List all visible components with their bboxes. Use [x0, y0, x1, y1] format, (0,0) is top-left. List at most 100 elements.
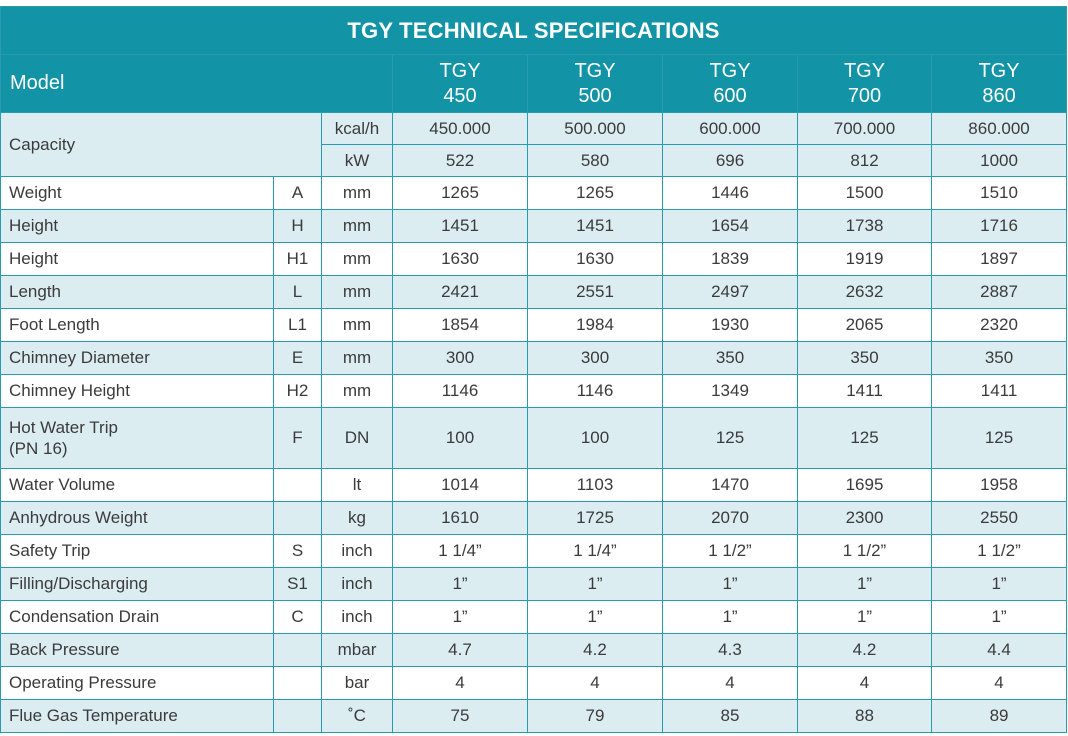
- unit-cell: mm: [321, 275, 393, 309]
- value-cell: 1”: [662, 600, 798, 634]
- value-cell: 1”: [797, 600, 932, 634]
- row-label: Height: [0, 209, 274, 243]
- value-cell: 1984: [527, 308, 663, 342]
- value-cell: 1695: [797, 468, 932, 502]
- code-cell: E: [273, 341, 322, 375]
- value-cell: 75: [392, 699, 528, 733]
- value-cell: 1265: [527, 176, 663, 210]
- value-cell: 88: [797, 699, 932, 733]
- row-label: Anhydrous Weight: [0, 501, 274, 535]
- row-label: Filling/Discharging: [0, 567, 274, 601]
- value-cell: 1103: [527, 468, 663, 502]
- table-title: TGY TECHNICAL SPECIFICATIONS: [0, 6, 1068, 55]
- value-cell: 1”: [392, 600, 528, 634]
- row-label: Water Volume: [0, 468, 274, 502]
- model-series: TGY: [978, 59, 1020, 82]
- code-cell: H2: [273, 374, 322, 408]
- value-cell: 1”: [527, 567, 663, 601]
- value-cell: 1411: [930, 374, 1068, 408]
- code-cell: A: [273, 176, 322, 210]
- unit-cell: ˚C: [321, 699, 393, 733]
- value-cell: 1451: [392, 209, 528, 243]
- row-label: Back Pressure: [0, 633, 274, 667]
- value-cell: 1000: [930, 144, 1068, 177]
- spec-table-container: TGY TECHNICAL SPECIFICATIONS Model TGY 4 5…: [0, 6, 1068, 733]
- value-cell: 1”: [797, 567, 932, 601]
- unit-cell: mbar: [321, 633, 393, 667]
- unit-cell: kW: [321, 144, 393, 177]
- table-row: Height H1 mm 1630 1630 1839 1919 1897: [0, 242, 1068, 276]
- value-cell: 1265: [392, 176, 528, 210]
- value-cell: 2065: [797, 308, 932, 342]
- unit-cell: mm: [321, 209, 393, 243]
- model-header: TGY 600: [662, 54, 798, 113]
- value-cell: 4.4: [930, 633, 1068, 667]
- value-cell: 1 1/4”: [527, 534, 663, 568]
- value-cell: 4.2: [527, 633, 663, 667]
- model-series: TGY: [439, 59, 481, 82]
- row-label: Hot Water Trip (PN 16): [0, 407, 274, 469]
- table-row: Weight A mm 1265 1265 1446 1500 1510: [0, 176, 1068, 210]
- model-number: 860: [982, 84, 1016, 107]
- code-cell: [273, 501, 322, 535]
- value-cell: 812: [797, 144, 932, 177]
- value-cell: 860.000: [930, 112, 1068, 145]
- value-cell: 125: [797, 407, 932, 469]
- value-cell: 1500: [797, 176, 932, 210]
- table-row: Capacity kcal/h 450.000 500.000 600.000 …: [0, 112, 1068, 177]
- value-cell: 1411: [797, 374, 932, 408]
- row-label: Flue Gas Temperature: [0, 699, 274, 733]
- code-cell: H: [273, 209, 322, 243]
- code-cell: L: [273, 275, 322, 309]
- code-cell: [273, 666, 322, 700]
- code-cell: L1: [273, 308, 322, 342]
- value-cell: 2421: [392, 275, 528, 309]
- value-cell: 1654: [662, 209, 798, 243]
- value-cell: 2497: [662, 275, 798, 309]
- model-label: Model: [0, 54, 393, 113]
- code-cell: C: [273, 600, 322, 634]
- value-cell: 1738: [797, 209, 932, 243]
- table-row: Length L mm 2421 2551 2497 2632 2887: [0, 275, 1068, 309]
- unit-cell: kcal/h: [321, 112, 393, 145]
- row-label: Safety Trip: [0, 534, 274, 568]
- value-cell: 4.2: [797, 633, 932, 667]
- value-cell: 522: [392, 144, 528, 177]
- value-cell: 1839: [662, 242, 798, 276]
- model-number: 600: [713, 84, 747, 107]
- value-cell: 4: [797, 666, 932, 700]
- value-cell: 2300: [797, 501, 932, 535]
- unit-cell: DN: [321, 407, 393, 469]
- value-cell: 1725: [527, 501, 663, 535]
- value-cell: 1”: [930, 600, 1068, 634]
- value-cell: 300: [527, 341, 663, 375]
- value-cell: 4.3: [662, 633, 798, 667]
- unit-cell: mm: [321, 341, 393, 375]
- table-row: Foot Length L1 mm 1854 1984 1930 2065 23…: [0, 308, 1068, 342]
- code-cell: [273, 468, 322, 502]
- value-cell: 4: [662, 666, 798, 700]
- value-cell: 600.000: [662, 112, 798, 145]
- unit-cell: inch: [321, 600, 393, 634]
- unit-cell: mm: [321, 176, 393, 210]
- unit-cell: mm: [321, 374, 393, 408]
- value-cell: 4: [392, 666, 528, 700]
- unit-cell: mm: [321, 242, 393, 276]
- value-cell: 350: [662, 341, 798, 375]
- value-cell: 85: [662, 699, 798, 733]
- code-cell: S: [273, 534, 322, 568]
- value-cell: 1 1/2”: [797, 534, 932, 568]
- table-row: Condensation Drain C inch 1” 1” 1” 1” 1”: [0, 600, 1068, 634]
- value-cell: 1”: [527, 600, 663, 634]
- value-cell: 1”: [392, 567, 528, 601]
- model-series: TGY: [843, 59, 886, 82]
- value-cell: 1014: [392, 468, 528, 502]
- unit-cell: inch: [321, 534, 393, 568]
- model-header: TGY 700: [797, 54, 932, 113]
- value-cell: 4: [527, 666, 663, 700]
- row-label: Foot Length: [0, 308, 274, 342]
- code-cell: S1: [273, 567, 322, 601]
- unit-cell: lt: [321, 468, 393, 502]
- spec-table: TGY TECHNICAL SPECIFICATIONS Model TGY 4 5…: [0, 6, 1068, 733]
- table-row: Filling/Discharging S1 inch 1” 1” 1” 1” …: [0, 567, 1068, 601]
